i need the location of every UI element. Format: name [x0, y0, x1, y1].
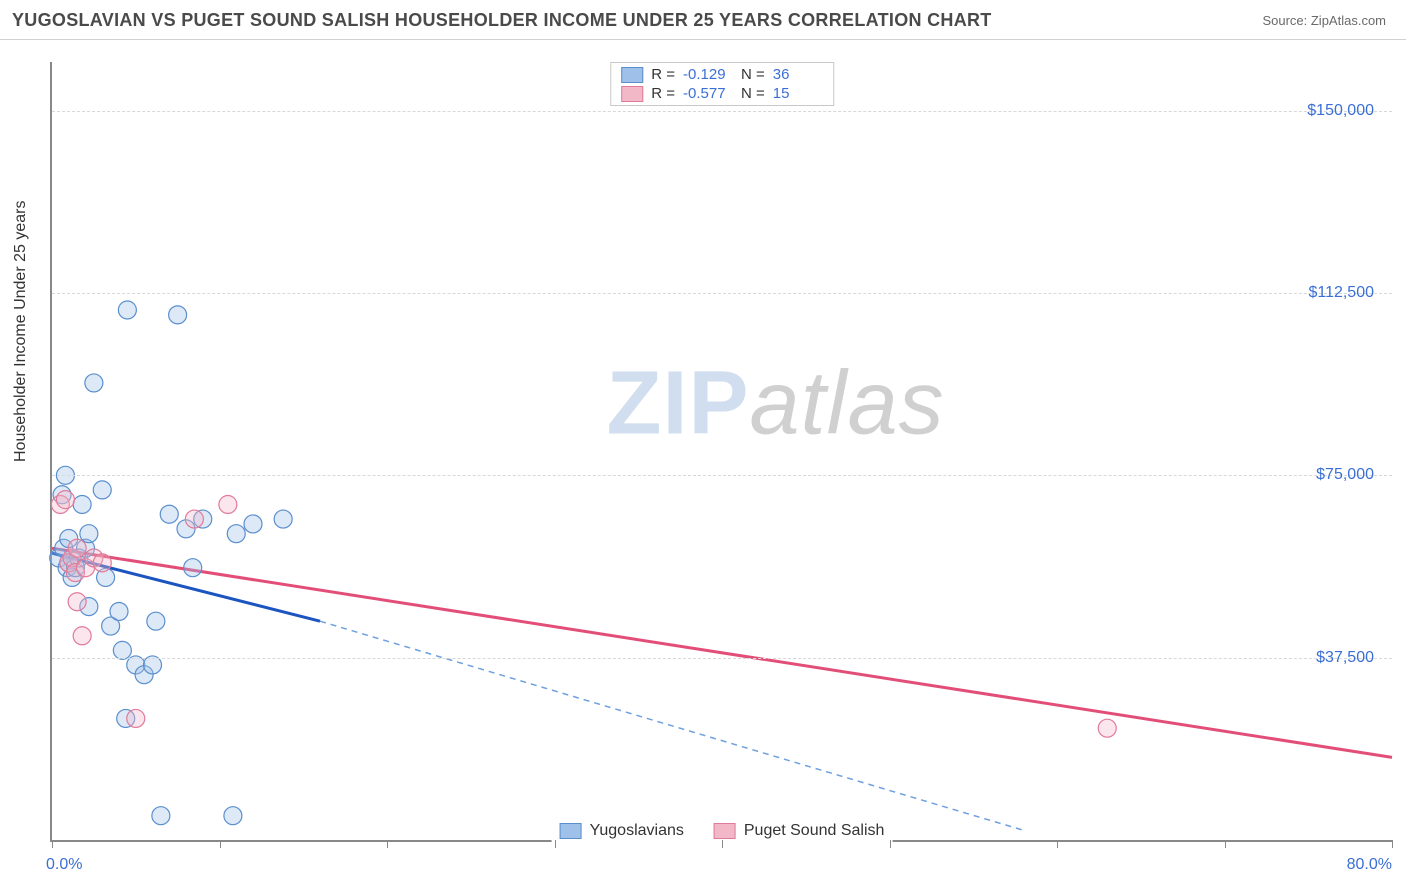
x-axis-min: 0.0%: [46, 856, 82, 874]
gridline-h: [52, 111, 1392, 112]
data-point: [1098, 719, 1116, 737]
series-swatch-0: [560, 823, 582, 839]
series-legend-item-1: Puget Sound Salish: [714, 822, 885, 840]
data-point: [73, 495, 91, 513]
plot-region: ZIPatlas R = -0.129 N = 36 R = -0.577 N …: [50, 62, 1392, 842]
data-point: [184, 559, 202, 577]
series-swatch-1: [714, 823, 736, 839]
series-label-0: Yugoslavians: [590, 822, 684, 840]
x-tick: [52, 840, 53, 848]
data-point: [219, 495, 237, 513]
x-tick: [1225, 840, 1226, 848]
data-point: [93, 481, 111, 499]
series-legend: Yugoslavians Puget Sound Salish: [552, 820, 893, 842]
y-tick-label: $75,000: [1316, 466, 1374, 484]
x-tick: [890, 840, 891, 848]
data-point: [185, 510, 203, 528]
trend-line-extrapolated: [320, 621, 1024, 830]
data-point: [85, 374, 103, 392]
y-tick-label: $150,000: [1307, 102, 1374, 120]
data-point: [93, 554, 111, 572]
x-tick: [1392, 840, 1393, 848]
series-legend-item-0: Yugoslavians: [560, 822, 684, 840]
x-tick: [555, 840, 556, 848]
chart-header: YUGOSLAVIAN VS PUGET SOUND SALISH HOUSEH…: [0, 0, 1406, 40]
plot-svg: [52, 62, 1392, 840]
gridline-h: [52, 293, 1392, 294]
x-tick: [722, 840, 723, 848]
gridline-h: [52, 475, 1392, 476]
data-point: [152, 807, 170, 825]
y-axis-label: Householder Income Under 25 years: [12, 201, 30, 462]
data-point: [56, 491, 74, 509]
y-tick-label: $37,500: [1316, 649, 1374, 667]
data-point: [80, 525, 98, 543]
data-point: [169, 306, 187, 324]
data-point: [118, 301, 136, 319]
x-tick: [387, 840, 388, 848]
data-point: [68, 593, 86, 611]
y-tick-label: $112,500: [1308, 284, 1374, 302]
series-label-1: Puget Sound Salish: [744, 822, 885, 840]
data-point: [113, 641, 131, 659]
x-tick: [1057, 840, 1058, 848]
data-point: [147, 612, 165, 630]
chart-title: YUGOSLAVIAN VS PUGET SOUND SALISH HOUSEH…: [12, 10, 992, 31]
x-tick: [220, 840, 221, 848]
chart-source: Source: ZipAtlas.com: [1262, 13, 1386, 28]
chart-area: Householder Income Under 25 years ZIPatl…: [0, 42, 1406, 872]
data-point: [68, 539, 86, 557]
gridline-h: [52, 658, 1392, 659]
data-point: [110, 602, 128, 620]
data-point: [274, 510, 292, 528]
trend-line-puget-sound-salish: [52, 548, 1392, 757]
x-axis-max: 80.0%: [1347, 856, 1392, 874]
data-point: [227, 525, 245, 543]
data-point: [73, 627, 91, 645]
data-point: [127, 709, 145, 727]
data-point: [244, 515, 262, 533]
data-point: [224, 807, 242, 825]
data-point: [160, 505, 178, 523]
